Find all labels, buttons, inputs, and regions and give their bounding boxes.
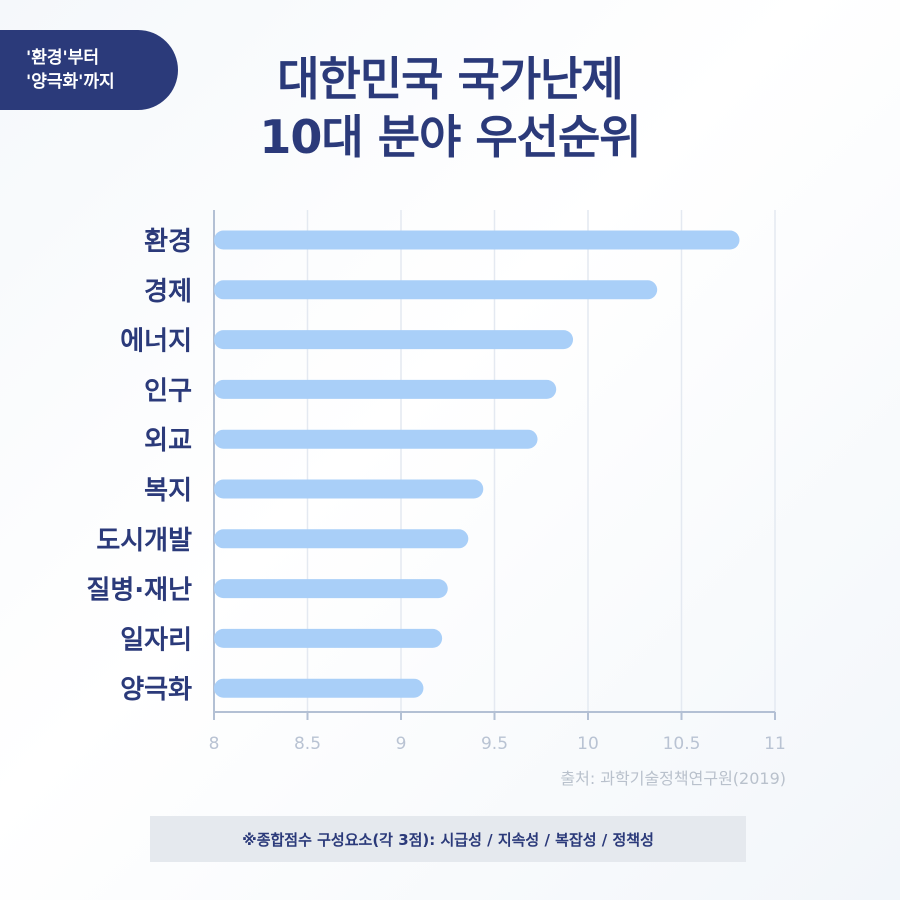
category-label: 일자리	[120, 625, 192, 655]
category-label: 외교	[144, 426, 192, 456]
bar	[214, 280, 658, 300]
bar	[214, 579, 448, 599]
bar	[214, 429, 538, 449]
category-label: 도시개발	[96, 526, 192, 556]
page-title: 대한민국 국가난제 10대 분야 우선순위	[0, 50, 900, 166]
tag-line-2: '양극화'까지	[26, 72, 115, 92]
title-line-1: 대한민국 국가난제	[277, 52, 624, 106]
bar	[214, 529, 469, 549]
x-tick-label: 9	[396, 734, 407, 754]
x-tick-label: 11	[764, 734, 786, 754]
bar	[214, 379, 557, 399]
source-note: 출처: 과학기술정책연구원(2019)	[560, 769, 786, 788]
category-label: 복지	[144, 476, 192, 506]
x-tick-label: 8	[209, 734, 220, 754]
title-line-2: 10대 분야 우선순위	[259, 110, 641, 164]
bar	[214, 628, 443, 648]
bar	[214, 330, 574, 350]
category-label: 경제	[144, 277, 192, 307]
tag-line-1: '환경'부터	[26, 48, 99, 68]
bar	[214, 678, 424, 698]
category-tag: '환경'부터 '양극화'까지	[0, 30, 178, 110]
category-label: 인구	[144, 376, 192, 406]
category-label: 환경	[144, 227, 192, 257]
x-tick-label: 9.5	[481, 734, 508, 754]
category-label: 질병·재난	[86, 576, 192, 606]
bar	[214, 479, 484, 499]
x-tick-label: 10.5	[663, 734, 701, 754]
x-tick-label: 10	[577, 734, 599, 754]
x-tick-label: 8.5	[294, 734, 321, 754]
category-label: 에너지	[120, 327, 192, 357]
bar	[214, 230, 740, 250]
category-label: 양극화	[120, 675, 192, 705]
score-note: ※종합점수 구성요소(각 3점): 시급성 / 지속성 / 복잡성 / 정책성	[150, 816, 746, 862]
